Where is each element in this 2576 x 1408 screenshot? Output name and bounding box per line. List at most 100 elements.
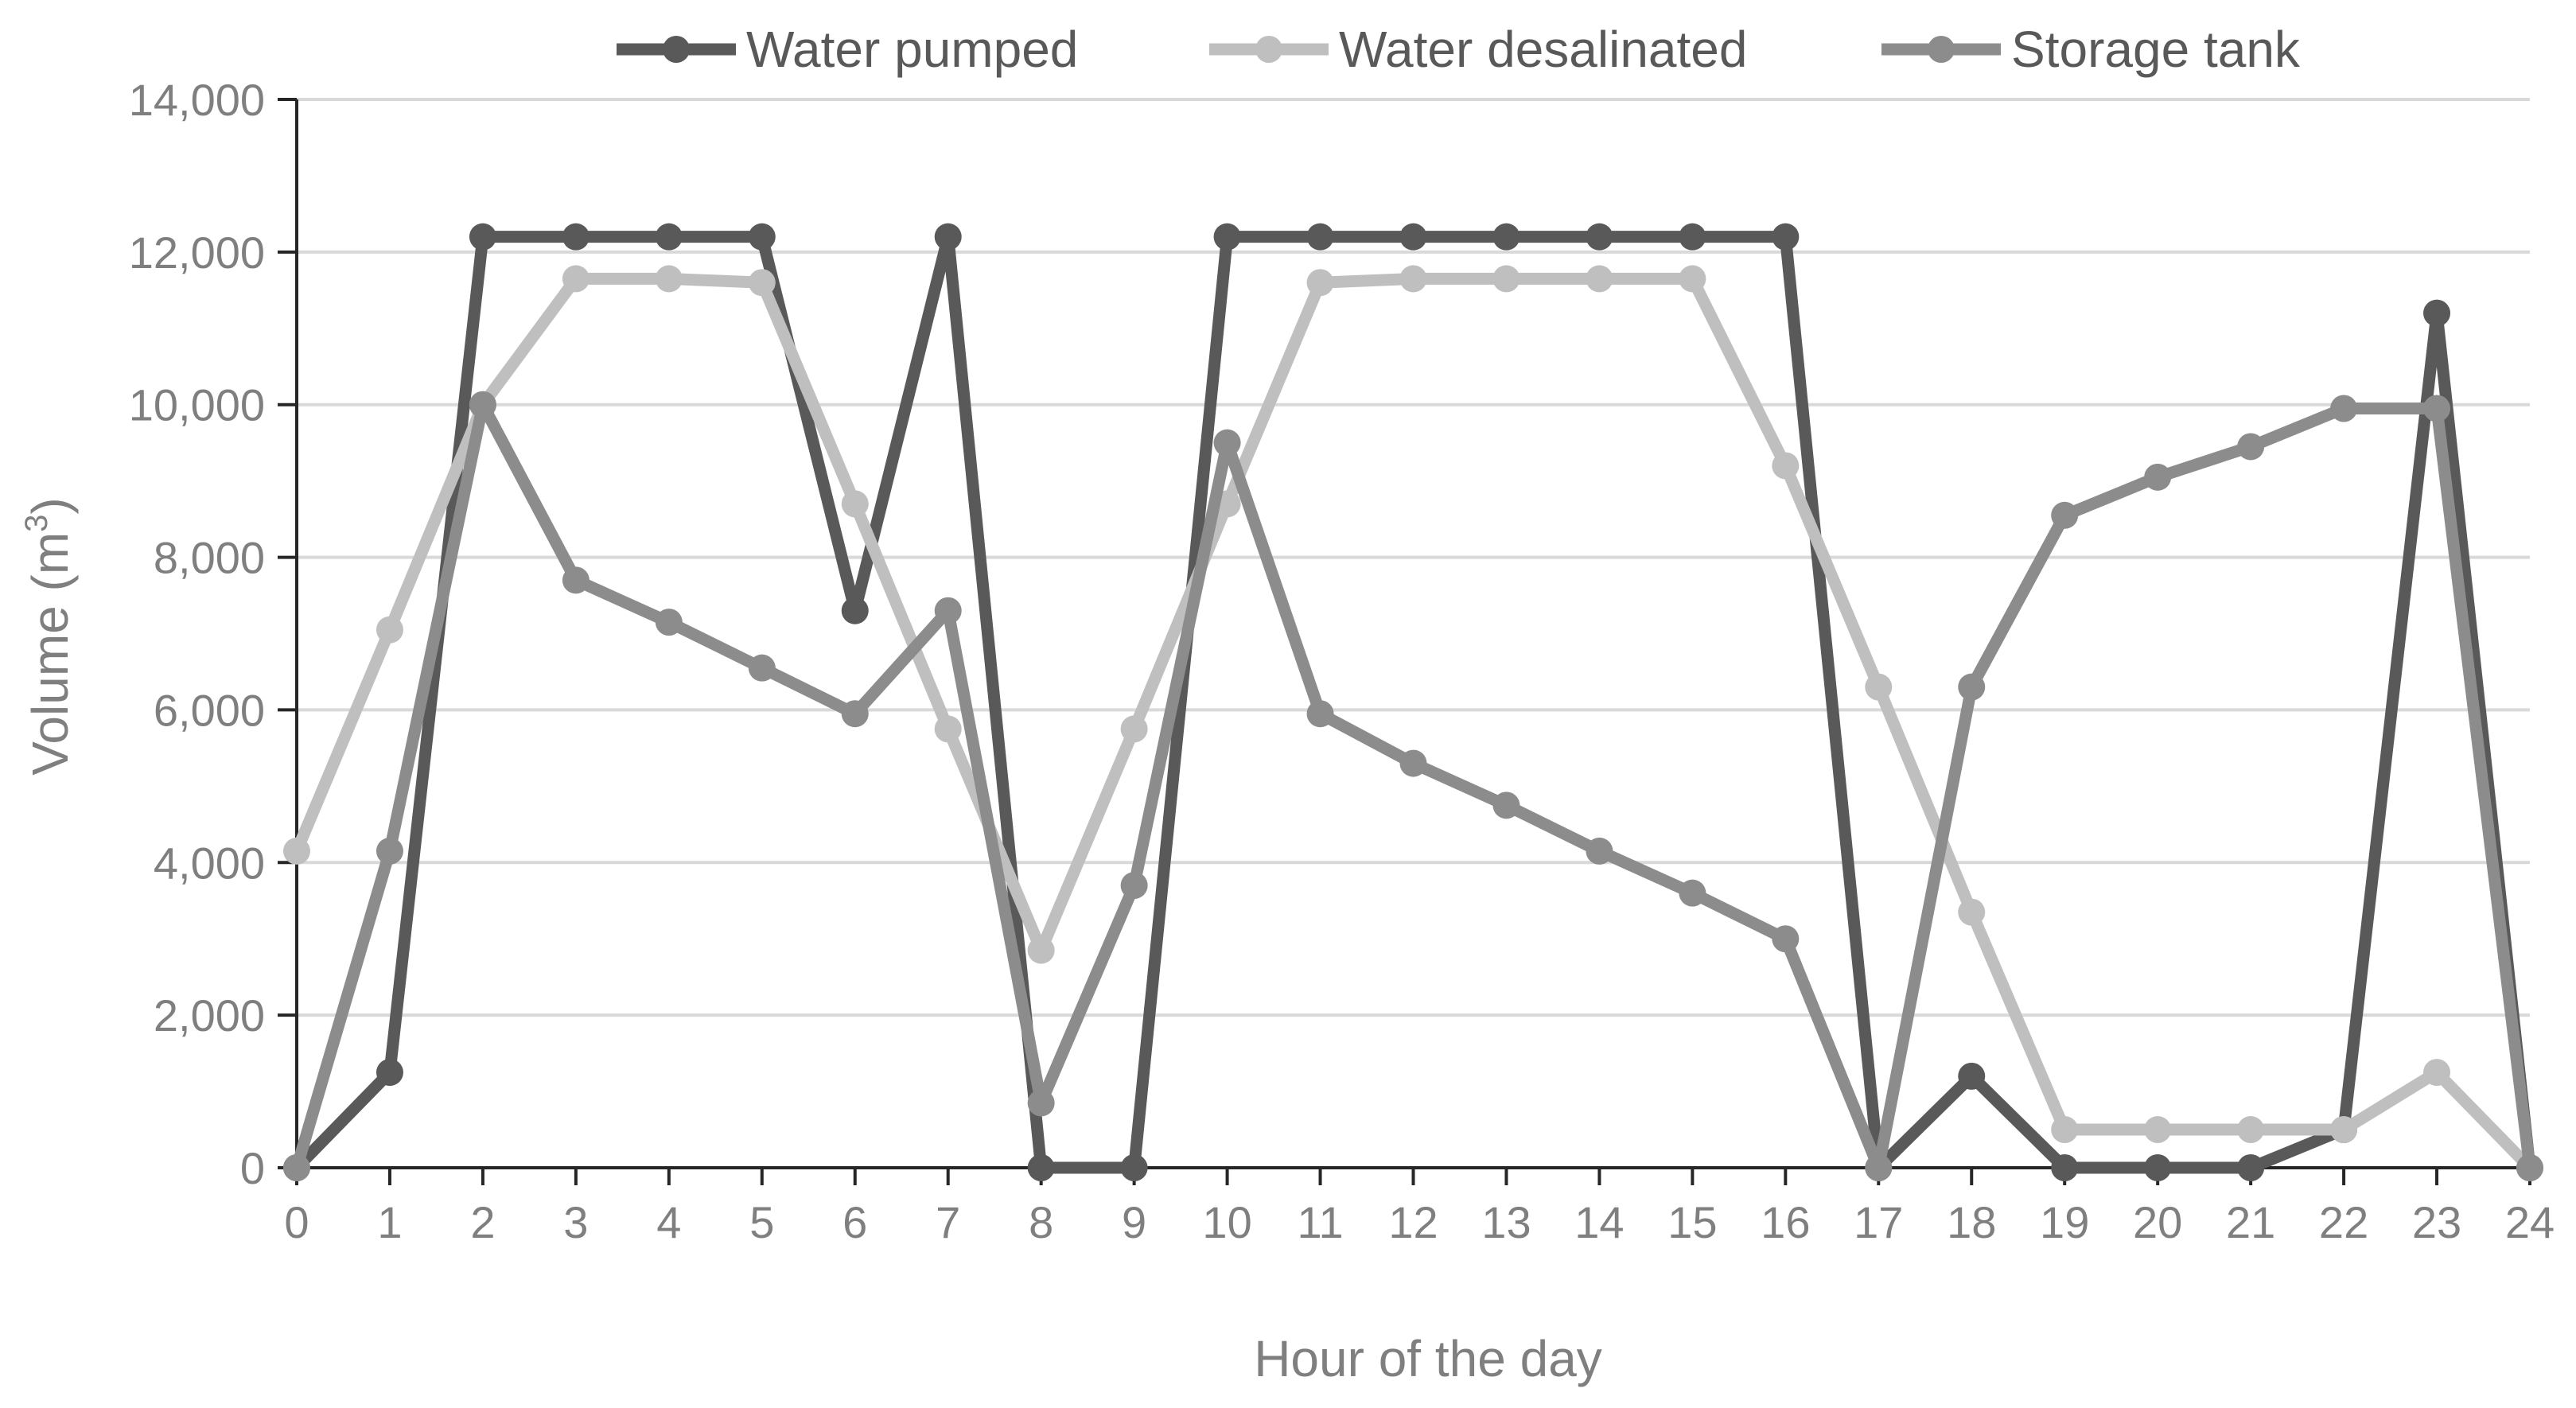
data-point — [1399, 265, 1427, 293]
data-point — [934, 597, 962, 624]
y-axis-title-main: Volume (m — [21, 532, 79, 776]
data-point — [1399, 749, 1427, 777]
data-point — [841, 490, 869, 518]
data-point — [2051, 1154, 2079, 1181]
data-point — [1306, 269, 1334, 297]
x-tick-label: 23 — [2412, 1197, 2461, 1247]
y-tick-label: 14,000 — [129, 75, 265, 125]
series-line — [291, 272, 2535, 1173]
x-tick-label: 20 — [2133, 1197, 2182, 1247]
data-point — [1213, 429, 1241, 457]
data-point — [1586, 223, 1613, 251]
x-tick-label: 0 — [284, 1197, 309, 1247]
data-point — [1772, 925, 1800, 953]
data-point — [2330, 395, 2358, 422]
data-point — [562, 265, 590, 293]
data-point — [1865, 1154, 1893, 1181]
data-point — [376, 837, 403, 865]
legend-label: Water desalinated — [1339, 21, 1747, 78]
x-tick-label: 19 — [2040, 1197, 2089, 1247]
data-point — [841, 597, 869, 624]
x-tick-label: 10 — [1202, 1197, 1251, 1247]
x-tick-label: 8 — [1029, 1197, 1053, 1247]
data-point — [562, 566, 590, 594]
data-point — [2051, 501, 2079, 529]
series-line — [292, 231, 2536, 1174]
data-point — [376, 1059, 403, 1087]
y-tick-label: 10,000 — [129, 380, 265, 430]
series-line — [290, 399, 2536, 1174]
x-tick-label: 18 — [1947, 1197, 1996, 1247]
y-axis-title-close: ) — [21, 497, 79, 514]
gridlines — [297, 98, 2530, 1017]
data-point — [2237, 1116, 2265, 1144]
data-point — [1492, 792, 1520, 819]
data-point — [1027, 936, 1055, 964]
legend-item: Water desalinated — [1209, 21, 1747, 78]
x-tick-label: 22 — [2319, 1197, 2368, 1247]
data-point — [2144, 1116, 2172, 1144]
data-point — [1958, 1062, 1986, 1090]
data-point — [1679, 223, 1706, 251]
x-tick-label: 15 — [1667, 1197, 1717, 1247]
x-tick-label: 13 — [1481, 1197, 1531, 1247]
data-point — [748, 654, 776, 682]
x-tick-label: 5 — [749, 1197, 774, 1247]
data-point — [1399, 223, 1427, 251]
data-point — [1586, 837, 1613, 865]
data-point — [2423, 1059, 2451, 1087]
axes — [278, 98, 2531, 1185]
series-storage-tank — [283, 391, 2543, 1181]
legend: Water pumped Water desalinated Storage tan… — [617, 21, 2301, 78]
x-tick-label: 1 — [377, 1197, 402, 1247]
data-point — [1213, 223, 1241, 251]
legend-swatch-marker — [1255, 36, 1282, 63]
data-point — [934, 223, 962, 251]
x-tick-label: 7 — [936, 1197, 960, 1247]
data-point — [2237, 433, 2265, 461]
data-point — [1027, 1154, 1055, 1181]
data-point — [2144, 1154, 2172, 1181]
data-point — [469, 391, 496, 418]
data-point — [1772, 223, 1800, 251]
data-point — [934, 715, 962, 743]
data-point — [841, 700, 869, 728]
data-point — [283, 837, 310, 865]
data-point — [1027, 1089, 1055, 1117]
y-axis-title-superscript: 3 — [19, 515, 54, 532]
data-point — [2144, 463, 2172, 491]
data-point — [1679, 879, 1706, 907]
data-point — [1865, 673, 1893, 701]
data-point — [1586, 265, 1613, 293]
x-tick-label: 11 — [1297, 1197, 1343, 1247]
x-axis-tick-labels: 0 1 2 3 4 5 6 7 8 9 10 11 12 13 14 15 16 17 18 19 20 21 22 23 24 — [284, 1197, 2555, 1247]
x-tick-label: 12 — [1388, 1197, 1438, 1247]
data-point — [2051, 1116, 2079, 1144]
data-point — [655, 265, 683, 293]
data-point — [2423, 299, 2451, 327]
data-point — [1958, 898, 1986, 926]
x-tick-label: 6 — [842, 1197, 867, 1247]
data-point — [1492, 265, 1520, 293]
series-group — [283, 223, 2543, 1181]
data-point — [1772, 452, 1800, 480]
y-tick-label: 8,000 — [154, 533, 265, 583]
x-tick-label: 3 — [563, 1197, 588, 1247]
series-water-pumped — [283, 223, 2543, 1181]
x-tick-label: 21 — [2226, 1197, 2275, 1247]
x-tick-label: 4 — [656, 1197, 681, 1247]
legend-item: Storage tank — [1881, 21, 2301, 78]
legend-swatch-marker — [1928, 36, 1955, 63]
legend-label: Storage tank — [2011, 21, 2301, 78]
x-tick-label: 14 — [1574, 1197, 1624, 1247]
data-point — [469, 223, 496, 251]
data-point — [748, 269, 776, 297]
legend-swatch-marker — [663, 36, 690, 63]
data-point — [2516, 1154, 2543, 1181]
data-point — [748, 223, 776, 251]
data-point — [2423, 395, 2451, 422]
y-axis-title: Volume (m3) — [19, 497, 79, 775]
data-point — [1306, 223, 1334, 251]
y-tick-label: 6,000 — [154, 685, 265, 735]
